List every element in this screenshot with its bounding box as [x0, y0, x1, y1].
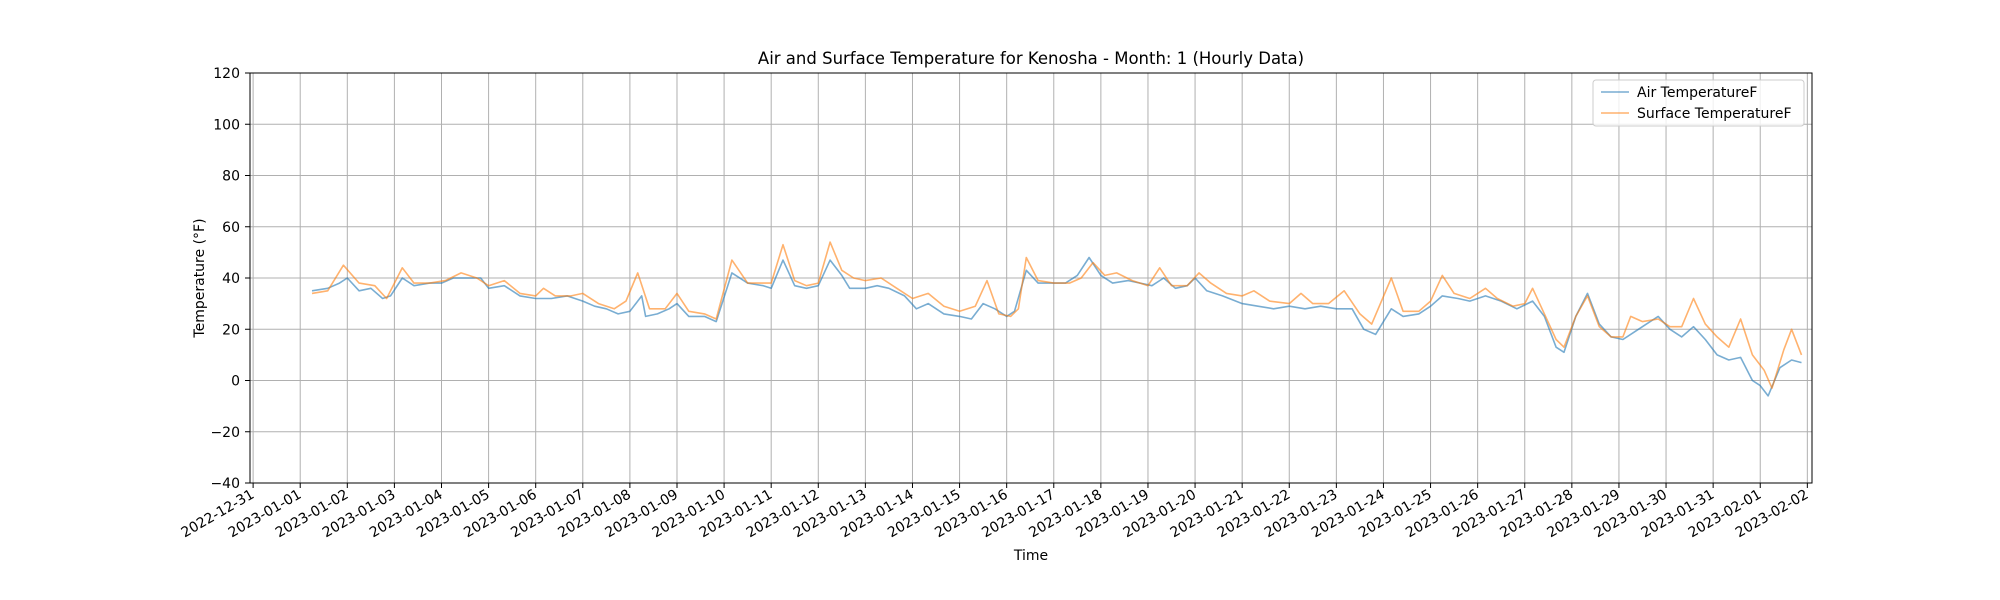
- y-tick-label: 120: [213, 66, 240, 82]
- chart-title: Air and Surface Temperature for Kenosha …: [758, 49, 1304, 68]
- y-axis-title: Temperature (°F): [192, 218, 208, 338]
- y-tick-label: −40: [210, 476, 240, 492]
- legend-entry-label: Surface TemperatureF: [1637, 106, 1792, 122]
- legend-entry-label: Air TemperatureF: [1637, 85, 1757, 101]
- x-axis-title: Time: [1013, 548, 1048, 564]
- y-tick-label: 100: [213, 117, 240, 133]
- y-tick-label: 60: [222, 220, 240, 236]
- y-tick-label: −20: [210, 425, 240, 441]
- y-tick-label: 0: [231, 374, 240, 390]
- y-tick-label: 40: [222, 271, 240, 287]
- series-layer: [311, 241, 1803, 397]
- series-line-surface-temperature: [311, 241, 1803, 389]
- legend-box: [1592, 79, 1805, 127]
- y-axis: −40 −20 0 20 40 60 80 100 120: [210, 66, 250, 492]
- legend: Air TemperatureF Surface TemperatureF: [1592, 79, 1805, 127]
- y-tick-label: 80: [222, 169, 240, 185]
- y-tick-label: 20: [222, 322, 240, 338]
